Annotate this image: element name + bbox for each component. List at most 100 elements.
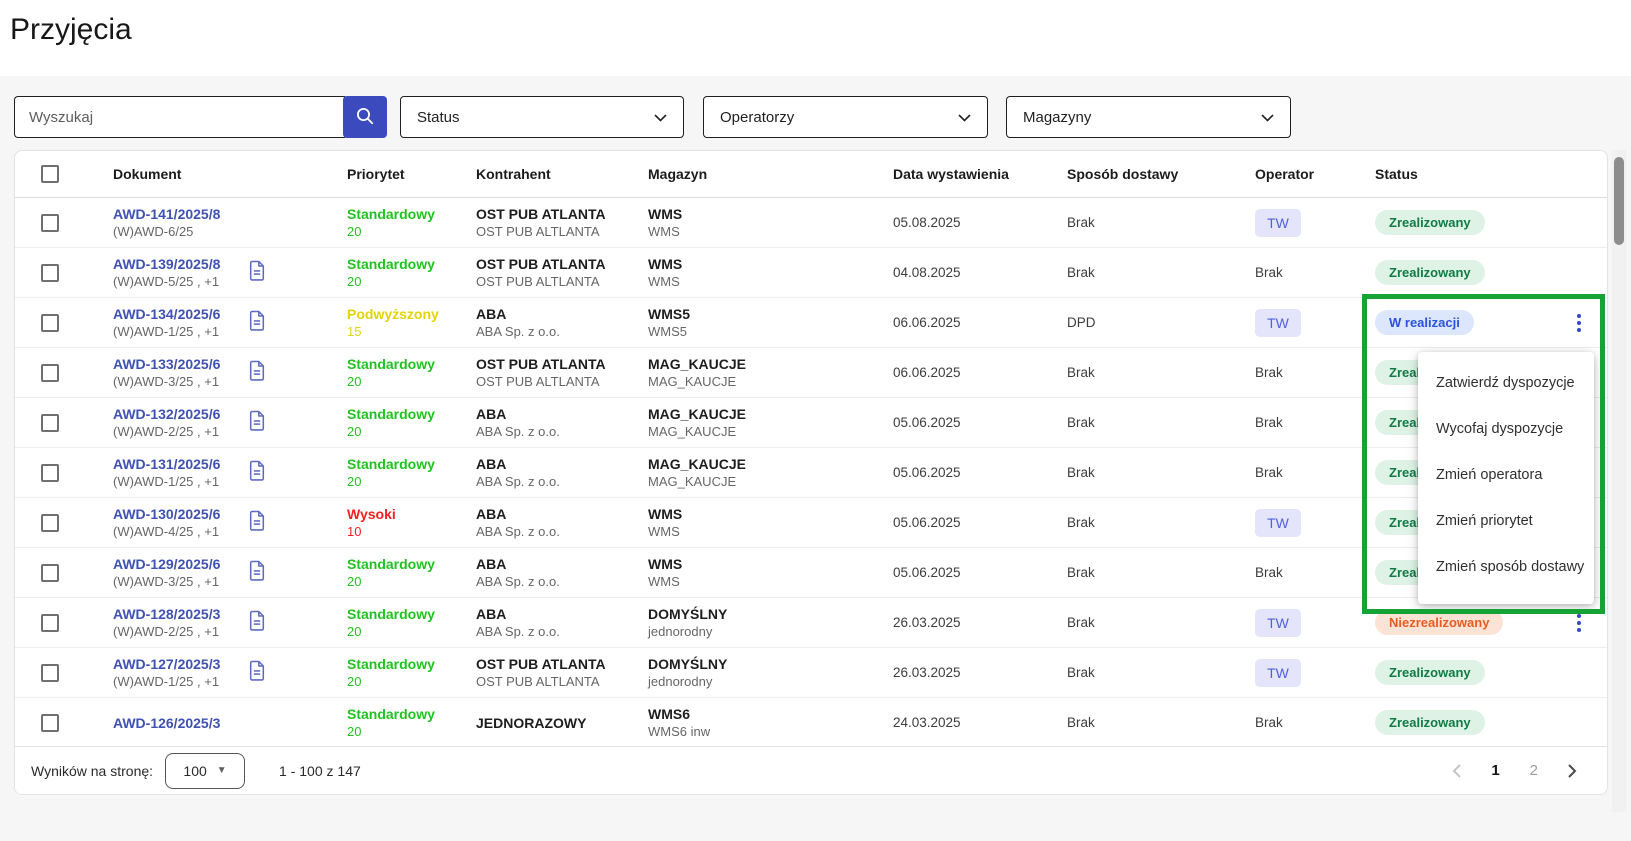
document-sub: (W)AWD-1/25 , +1 — [113, 474, 220, 489]
operator-badge: TW — [1255, 608, 1301, 637]
status-badge: Niezrealizowany — [1375, 610, 1504, 635]
contractor-name: OST PUB ATLANTA — [476, 656, 606, 672]
priority-value: 10 — [347, 524, 362, 539]
issue-date: 06.06.2025 — [893, 365, 961, 380]
context-menu-item[interactable]: Wycofaj dyspozycje — [1436, 421, 1564, 437]
page-number-2[interactable]: 2 — [1529, 762, 1538, 779]
row-checkbox[interactable] — [41, 613, 59, 632]
contractor-name: OST PUB ATLANTA — [476, 256, 606, 272]
priority-label: Standardowy — [347, 406, 435, 422]
attachment-icon[interactable] — [248, 559, 266, 586]
table-body: AWD-141/2025/8 (W)AWD-6/25 Standardowy 2… — [15, 198, 1607, 748]
document-link[interactable]: AWD-127/2025/3 — [113, 656, 221, 672]
search-icon — [354, 105, 376, 130]
contractor-sub: OST PUB ALTLANTA — [476, 224, 600, 239]
document-link[interactable]: AWD-139/2025/8 — [113, 256, 221, 272]
row-checkbox[interactable] — [41, 313, 59, 332]
row-checkbox[interactable] — [41, 713, 59, 732]
attachment-icon[interactable] — [248, 309, 266, 336]
attachment-icon[interactable] — [248, 509, 266, 536]
context-menu-item[interactable]: Zmień sposób dostawy — [1436, 559, 1585, 575]
warehouse-name: MAG_KAUCJE — [648, 356, 747, 372]
attachment-icon[interactable] — [248, 409, 266, 436]
warehouse-name: WMS — [648, 206, 683, 222]
priority-label: Standardowy — [347, 656, 435, 672]
row-checkbox[interactable] — [41, 263, 59, 282]
search-input[interactable] — [14, 96, 345, 138]
priority-label: Standardowy — [347, 456, 435, 472]
priority-value: 20 — [347, 574, 362, 589]
contractor-sub: ABA Sp. z o.o. — [476, 524, 560, 539]
document-link[interactable]: AWD-128/2025/3 — [113, 606, 221, 622]
issue-date: 04.08.2025 — [893, 265, 961, 280]
document-link[interactable]: AWD-134/2025/6 — [113, 306, 221, 322]
document-sub: (W)AWD-1/25 , +1 — [113, 674, 220, 689]
row-checkbox[interactable] — [41, 413, 59, 432]
contractor-name: ABA — [476, 306, 507, 322]
table-header-row: Dokument Priorytet Kontrahent Magazyn Da… — [15, 151, 1607, 198]
delivery-method: Brak — [1067, 465, 1095, 480]
document-link[interactable]: AWD-129/2025/6 — [113, 556, 221, 572]
document-link[interactable]: AWD-133/2025/6 — [113, 356, 221, 372]
warehouse-sub: MAG_KAUCJE — [648, 424, 737, 439]
table-row: AWD-127/2025/3 (W)AWD-1/25 , +1 Standard… — [15, 648, 1607, 698]
context-menu-item[interactable]: Zmień priorytet — [1436, 513, 1533, 529]
next-page-button[interactable] — [1568, 763, 1577, 778]
document-sub: (W)AWD-4/25 , +1 — [113, 524, 220, 539]
delivery-method: Brak — [1067, 615, 1095, 630]
table-row: AWD-129/2025/6 (W)AWD-3/25 , +1 Standard… — [15, 548, 1607, 598]
contractor-sub: OST PUB ALTLANTA — [476, 674, 600, 689]
row-checkbox[interactable] — [41, 563, 59, 582]
per-page-select[interactable]: 100 ▼ — [165, 752, 246, 789]
attachment-icon[interactable] — [248, 659, 266, 686]
per-page-value: 100 — [183, 762, 207, 779]
per-page-label: Wyników na stronę: — [31, 762, 154, 779]
row-checkbox[interactable] — [41, 663, 59, 682]
row-actions-button[interactable] — [1575, 612, 1583, 634]
row-checkbox[interactable] — [41, 463, 59, 482]
row-checkbox[interactable] — [41, 513, 59, 532]
contractor-sub: OST PUB ALTLANTA — [476, 374, 600, 389]
row-checkbox[interactable] — [41, 213, 59, 232]
row-checkbox[interactable] — [41, 363, 59, 382]
contractor-sub: ABA Sp. z o.o. — [476, 624, 560, 639]
attachment-icon[interactable] — [248, 459, 266, 486]
delivery-method: Brak — [1067, 715, 1095, 730]
operator-badge: TW — [1255, 658, 1301, 687]
context-menu-item[interactable]: Zatwierdź dyspozycje — [1436, 375, 1575, 391]
warehouse-sub: MAG_KAUCJE — [648, 374, 737, 389]
priority-label: Standardowy — [347, 706, 435, 722]
document-sub: (W)AWD-2/25 , +1 — [113, 624, 220, 639]
row-actions-button[interactable] — [1575, 312, 1583, 334]
column-header-priorytet: Priorytet — [347, 166, 405, 182]
warehouse-sub: WMS6 inw — [648, 724, 711, 739]
operators-filter-dropdown[interactable]: Operatorzy — [703, 96, 988, 138]
column-header-magazyn: Magazyn — [648, 166, 708, 182]
contractor-sub: ABA Sp. z o.o. — [476, 324, 560, 339]
document-link[interactable]: AWD-126/2025/3 — [113, 714, 221, 731]
page-number-1[interactable]: 1 — [1491, 762, 1500, 779]
scrollbar-thumb[interactable] — [1614, 157, 1624, 245]
status-filter-dropdown[interactable]: Status — [400, 96, 684, 138]
receipts-table-card: Dokument Priorytet Kontrahent Magazyn Da… — [14, 150, 1608, 795]
attachment-icon[interactable] — [248, 359, 266, 386]
select-all-checkbox[interactable] — [41, 165, 59, 183]
contractor-sub: OST PUB ALTLANTA — [476, 274, 600, 289]
issue-date: 26.03.2025 — [893, 615, 961, 630]
column-header-operator: Operator — [1255, 166, 1315, 182]
results-range-text: 1 - 100 z 147 — [279, 762, 361, 779]
attachment-icon[interactable] — [248, 609, 266, 636]
attachment-icon[interactable] — [248, 259, 266, 286]
document-link[interactable]: AWD-130/2025/6 — [113, 506, 221, 522]
context-menu-item[interactable]: Zmień operatora — [1436, 467, 1543, 483]
operator-text: Brak — [1255, 464, 1283, 480]
warehouse-name: WMS5 — [648, 306, 690, 322]
document-link[interactable]: AWD-141/2025/8 — [113, 206, 221, 222]
search-button[interactable] — [343, 96, 387, 138]
warehouses-filter-dropdown[interactable]: Magazyny — [1006, 96, 1291, 138]
chevron-down-icon — [958, 109, 971, 126]
vertical-scrollbar[interactable] — [1612, 150, 1626, 812]
previous-page-button[interactable] — [1452, 763, 1462, 778]
document-link[interactable]: AWD-132/2025/6 — [113, 406, 221, 422]
document-link[interactable]: AWD-131/2025/6 — [113, 456, 221, 472]
